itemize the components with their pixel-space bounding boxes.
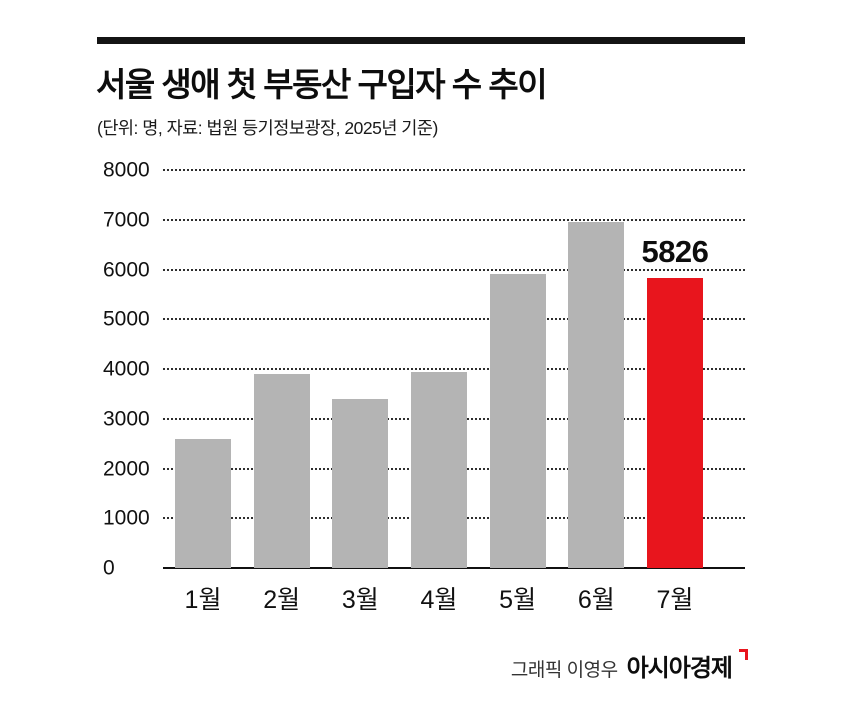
bar-columns: 1월 2월 3월 4월 5월 6월 5826 7월 [163, 170, 745, 613]
y-tick-label: 0 [103, 556, 115, 580]
bar-column-6: 6월 [568, 170, 625, 613]
brand-logo-icon [739, 649, 748, 660]
x-tick-label: 7월 [656, 586, 694, 614]
bar-column-3: 3월 [332, 170, 389, 613]
y-tick-label: 5000 [103, 307, 150, 331]
y-tick-label: 8000 [103, 158, 150, 182]
x-tick-label: 5월 [499, 586, 537, 614]
footer: 그래픽 이영우 아시아경제 [511, 648, 748, 683]
bar-column-5: 5월 [489, 170, 546, 613]
x-tick-label: 2월 [263, 586, 301, 614]
bar-column-2: 2월 [253, 170, 310, 613]
bar [410, 371, 467, 568]
bar-chart: 0 1000 2000 3000 4000 5000 6000 7000 8000 1월 2월 3월… [97, 160, 745, 613]
x-tick-label: 3월 [341, 586, 379, 614]
y-tick-label: 7000 [103, 208, 150, 232]
bar-column-4: 4월 [410, 170, 467, 613]
bar [175, 438, 231, 568]
gridline [163, 218, 745, 221]
gridline [163, 368, 745, 370]
gridline [163, 268, 745, 271]
y-tick-label: 4000 [103, 357, 150, 381]
x-tick-label: 6월 [577, 586, 615, 614]
plot-area: 1월 2월 3월 4월 5월 6월 5826 7월 [163, 169, 745, 613]
chart-subtitle: (단위: 명, 자료: 법원 등기정보광장, 2025년 기준) [97, 118, 438, 138]
x-tick-label: 4월 [420, 586, 458, 614]
y-tick-label: 3000 [103, 407, 150, 431]
brand-logo-text: 아시아경제 [626, 655, 733, 682]
y-axis: 0 1000 2000 3000 4000 5000 6000 7000 8000 [103, 160, 161, 579]
x-tick-label: 1월 [184, 586, 222, 614]
page-title: 서울 생애 첫 부동산 구입자 수 추이 [96, 66, 548, 103]
gridline [163, 318, 745, 321]
bar-value-label: 5826 [641, 234, 709, 270]
bar [568, 222, 625, 568]
y-tick-label: 6000 [103, 258, 150, 281]
y-tick-label: 2000 [103, 457, 150, 480]
bar-highlighted [646, 278, 703, 568]
bar-column-1: 1월 [175, 170, 231, 613]
bar [489, 274, 546, 568]
y-tick-label: 1000 [103, 506, 150, 530]
bar [332, 398, 389, 568]
gridline [163, 169, 745, 171]
graphic-credit: 그래픽 이영우 [510, 660, 618, 681]
bar [253, 373, 310, 568]
title-top-rule [97, 37, 745, 44]
bar-column-7: 5826 7월 [641, 170, 708, 612]
